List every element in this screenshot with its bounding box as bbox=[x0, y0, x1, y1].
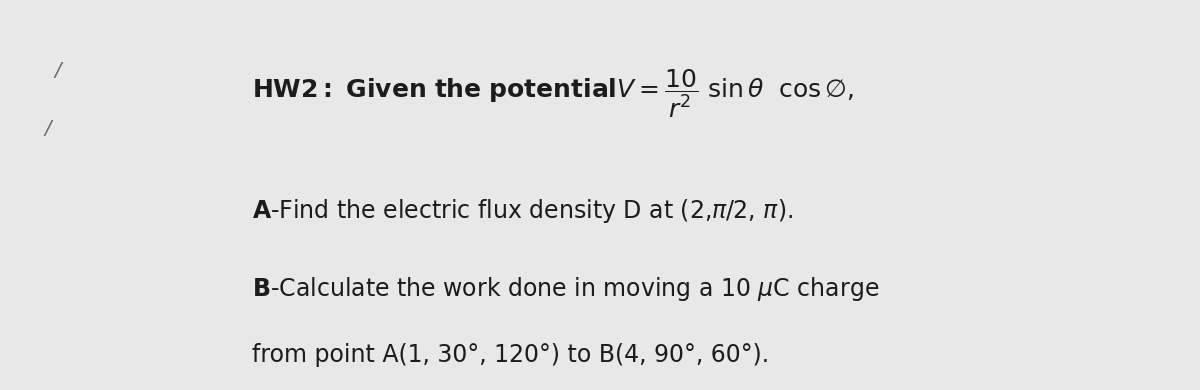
Text: $\mathbf{B\text{-}}$Calculate the work done in moving a 10 $\mu$C charge: $\mathbf{B\text{-}}$Calculate the work d… bbox=[252, 275, 880, 303]
Text: $\mathbf{A\text{-}}$Find the electric flux density D at (2,$\pi$/2, $\pi$).: $\mathbf{A\text{-}}$Find the electric fl… bbox=[252, 197, 793, 225]
Text: from point A(1, 30°, 120°) to B(4, 90°, 60°).: from point A(1, 30°, 120°) to B(4, 90°, … bbox=[252, 343, 769, 367]
Text: /: / bbox=[44, 119, 52, 138]
Text: $\mathbf{HW2{:}\ Given\ the\ potential}V = \dfrac{10}{r^2}\ \sin\theta\ \ \cos\v: $\mathbf{HW2{:}\ Given\ the\ potential}V… bbox=[252, 67, 854, 120]
Text: /: / bbox=[54, 61, 61, 80]
